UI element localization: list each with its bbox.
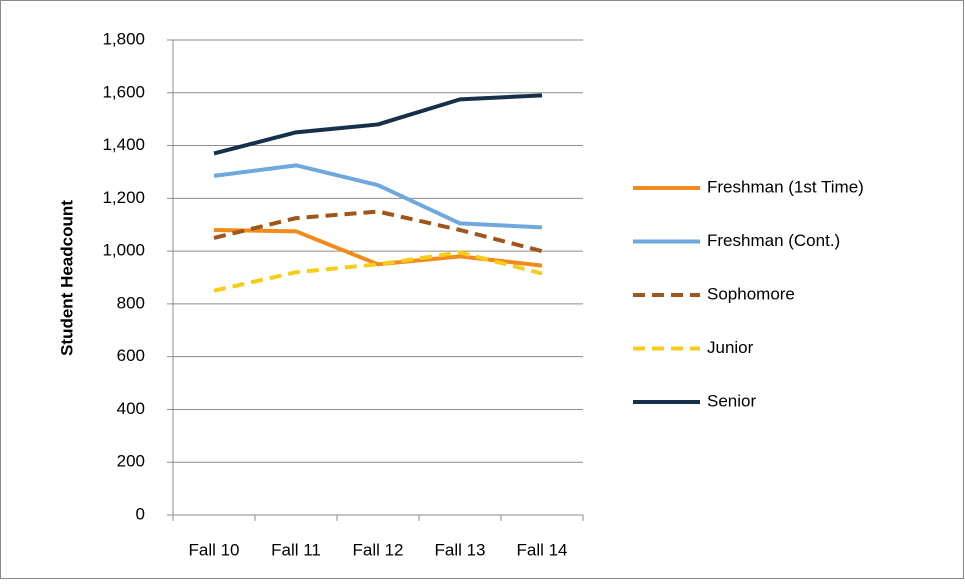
legend-label: Freshman (1st Time) (707, 177, 864, 196)
legend-label: Sophomore (707, 284, 795, 303)
y-tick-label: 1,200 (102, 188, 145, 207)
legend-label: Freshman (Cont.) (707, 231, 840, 250)
series-line (213, 163, 543, 230)
legend-label: Junior (707, 338, 754, 357)
y-tick-label: 0 (136, 504, 145, 523)
x-tick-label: Fall 11 (271, 540, 321, 559)
y-axis-label: Student Headcount (57, 200, 76, 356)
series-line (213, 250, 543, 293)
y-tick-label: 1,000 (102, 241, 145, 260)
y-tick-label: 1,600 (102, 82, 145, 101)
x-tick-label: Fall 12 (352, 540, 403, 559)
y-tick-label: 800 (117, 293, 145, 312)
x-tick-label: Fall 13 (434, 540, 485, 559)
y-tick-label: 200 (117, 452, 145, 471)
series-line (213, 93, 543, 156)
y-tick-label: 1,800 (102, 29, 145, 48)
x-tick-label: Fall 14 (516, 540, 567, 559)
y-tick-label: 1,400 (102, 135, 145, 154)
x-tick-label: Fall 10 (188, 540, 239, 559)
y-tick-label: 400 (117, 399, 145, 418)
y-tick-label: 600 (117, 346, 145, 365)
legend-label: Senior (707, 391, 756, 410)
